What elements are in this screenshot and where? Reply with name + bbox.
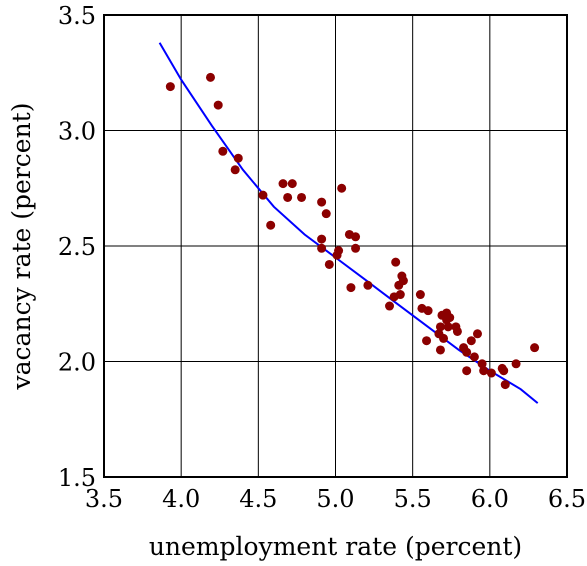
data-point [346, 283, 356, 293]
x-tick-label: 4.0 [162, 485, 200, 513]
y-tick-label: 3.0 [58, 118, 96, 146]
x-tick-label: 3.5 [85, 485, 123, 513]
y-tick-labels: 1.5 2.0 2.5 3.0 3.5 [58, 2, 96, 492]
data-point [385, 301, 395, 311]
data-point [398, 276, 408, 286]
data-point [530, 343, 540, 353]
data-point [165, 82, 175, 92]
y-tick-label: 3.5 [58, 2, 96, 30]
data-point [443, 322, 453, 332]
data-point [511, 359, 521, 369]
data-point [266, 220, 276, 230]
data-point [415, 290, 425, 300]
y-tick-label: 2.5 [58, 233, 96, 261]
x-tick-label: 6.0 [471, 485, 509, 513]
data-points [165, 72, 540, 390]
data-point [287, 179, 297, 189]
data-point [486, 368, 496, 378]
x-tick-label: 5.5 [394, 485, 432, 513]
data-point [233, 153, 243, 163]
data-point [213, 100, 223, 110]
x-tick-label: 6.5 [548, 485, 586, 513]
data-point [363, 280, 373, 290]
data-point [435, 322, 445, 332]
data-point [334, 246, 344, 256]
x-tick-labels: 3.5 4.0 4.5 5.0 5.5 6.0 6.5 [85, 485, 586, 513]
data-point [469, 352, 479, 362]
data-point [439, 333, 449, 343]
data-point [351, 243, 361, 253]
y-tick-label: 2.0 [58, 349, 96, 377]
fit-curve-line [158, 42, 539, 404]
x-tick-label: 4.5 [239, 485, 277, 513]
data-point [205, 72, 215, 82]
data-point [500, 380, 510, 390]
data-point [317, 243, 327, 253]
y-axis-label: vacancy rate (percent) [7, 103, 36, 391]
data-point [278, 179, 288, 189]
x-tick-label: 5.0 [316, 485, 354, 513]
data-point [351, 232, 361, 242]
data-point [297, 192, 307, 202]
data-point [477, 359, 487, 369]
fit-curve-layer [158, 42, 539, 404]
data-point [317, 234, 327, 244]
x-axis-label: unemployment rate (percent) [149, 532, 522, 561]
data-point [391, 257, 401, 267]
plot-frame [103, 14, 568, 478]
data-point [258, 190, 268, 200]
data-point [218, 146, 228, 156]
data-point [479, 366, 489, 376]
data-point [395, 290, 405, 300]
data-point [466, 336, 476, 346]
data-point [321, 209, 331, 219]
data-point [435, 345, 445, 355]
data-point [445, 313, 455, 323]
data-point [283, 192, 293, 202]
data-point [422, 336, 432, 346]
data-point [317, 197, 327, 207]
data-point [499, 366, 509, 376]
data-point [472, 329, 482, 339]
data-point [462, 366, 472, 376]
data-point [324, 259, 334, 269]
data-point [452, 326, 462, 336]
data-point [230, 165, 240, 175]
data-point [462, 347, 472, 357]
data-point [423, 306, 433, 316]
data-point [337, 183, 347, 193]
y-tick-label: 1.5 [58, 464, 96, 492]
